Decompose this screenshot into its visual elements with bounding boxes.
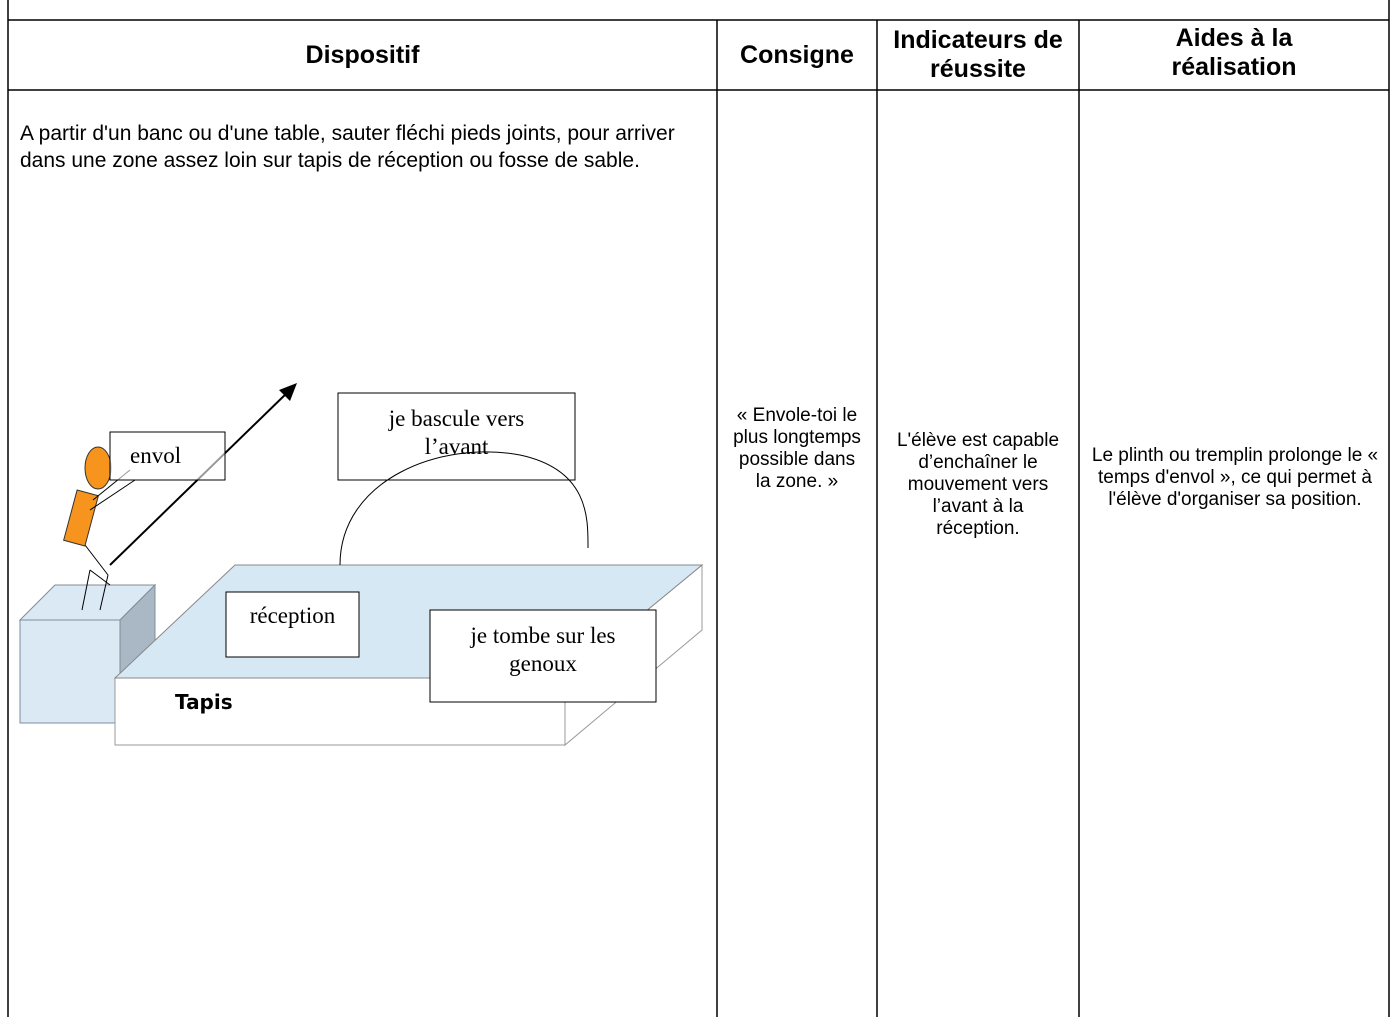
cell-text: « Envole-toi le plus longtemps possible … [733,405,861,492]
cell-text: Le plinth ou tremplin prolonge le « temp… [1091,445,1379,510]
diagram-label: je bascule vers l’avant [388,406,525,459]
header: Consigne [740,40,854,69]
header: Aides à la réalisation [1171,24,1297,81]
diagram-label: Tapis [175,690,233,714]
cell-text: A partir d'un banc ou d'une table, saute… [20,122,675,172]
diagram-label: réception [249,603,336,628]
cell-text: L'élève est capable d’enchaîner le mouve… [896,430,1060,539]
header: Dispositif [305,40,420,69]
header: Indicateurs de réussite [893,26,1063,83]
diagram-label: envol [130,443,182,468]
diagram-label: je tombe sur les genoux [470,623,616,676]
